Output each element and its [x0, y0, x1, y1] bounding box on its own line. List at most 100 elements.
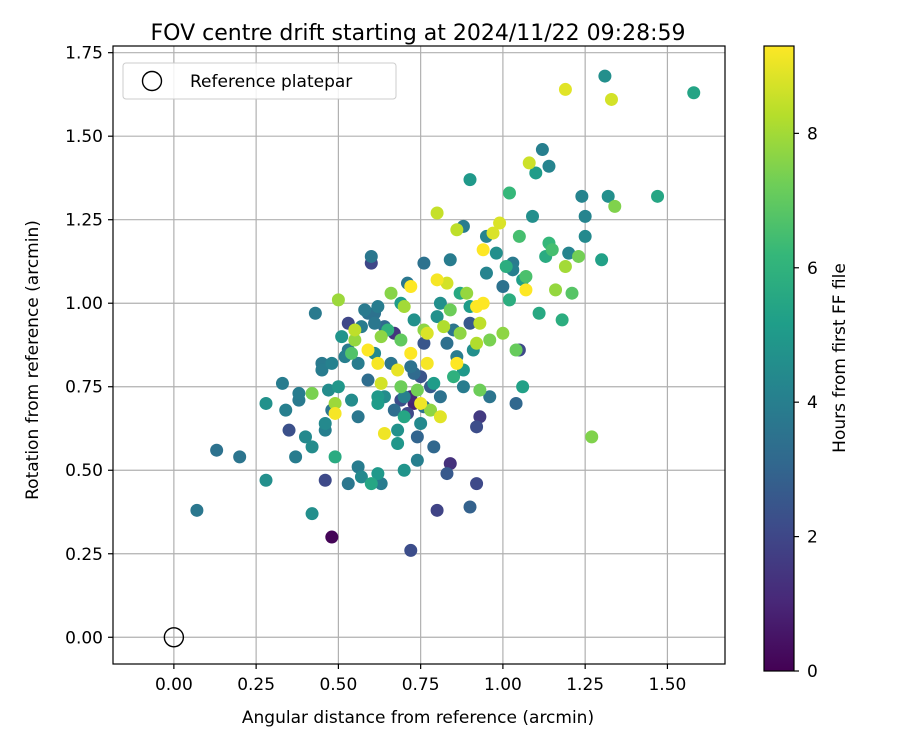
data-point [391, 437, 405, 451]
data-point [575, 189, 589, 203]
data-point [516, 380, 530, 394]
data-point [190, 503, 204, 517]
data-point [259, 396, 273, 410]
data-point [578, 209, 592, 223]
data-point [328, 406, 342, 420]
data-point [424, 403, 438, 417]
data-point [394, 333, 408, 347]
data-point [651, 189, 665, 203]
data-point [420, 356, 434, 370]
y-tick-label: 0.50 [65, 461, 103, 481]
data-point [351, 410, 365, 424]
data-point [443, 253, 457, 267]
data-point [526, 209, 540, 223]
y-tick-label: 0.00 [65, 628, 103, 648]
data-point [463, 500, 477, 514]
data-point [489, 246, 503, 260]
data-point [535, 143, 549, 157]
data-point [410, 453, 424, 467]
data-point [308, 306, 322, 320]
data-point [374, 330, 388, 344]
data-point [361, 343, 375, 357]
data-point [555, 313, 569, 327]
data-point [496, 280, 510, 294]
y-axis-label: Rotation from reference (arcmin) [23, 220, 43, 500]
data-point [565, 286, 579, 300]
data-point [331, 293, 345, 307]
data-point [562, 246, 576, 260]
axes: 0.00 0.25 0.50 0.75 1.00 1.25 1.50 0.00 0.25 0.50… [65, 44, 726, 695]
data-point [345, 393, 359, 407]
x-tick-label: 1.50 [648, 675, 686, 695]
data-point [493, 216, 507, 230]
data-point [377, 427, 391, 441]
legend-marker-reference [141, 70, 163, 92]
data-point [456, 380, 470, 394]
data-point [532, 306, 546, 320]
data-point [453, 326, 467, 340]
data-point [371, 396, 385, 410]
data-point [450, 223, 464, 237]
data-point [427, 376, 441, 390]
data-point [341, 477, 355, 491]
data-point [361, 373, 375, 387]
x-axis-label: Angular distance from reference (arcmin) [242, 708, 594, 728]
data-point [407, 313, 421, 327]
x-tick-label: 0.75 [402, 675, 440, 695]
data-point [529, 166, 543, 180]
data-point [430, 273, 444, 287]
data-point [476, 296, 490, 310]
data-point [545, 243, 559, 257]
data-point [233, 450, 247, 464]
colorbar-gradient [763, 45, 795, 672]
data-point [348, 323, 362, 337]
colorbar-tick-label: 4 [807, 393, 818, 413]
data-point [282, 423, 296, 437]
data-point [687, 86, 701, 100]
data-point [417, 336, 431, 350]
data-point [440, 336, 454, 350]
data-point [348, 333, 362, 347]
data-point [519, 269, 533, 283]
data-point [463, 173, 477, 187]
data-point [391, 423, 405, 437]
data-point [210, 443, 224, 457]
colorbar: 0 2 4 6 8 Hours from first FF file [763, 45, 850, 682]
x-tick-label: 1.00 [484, 675, 522, 695]
data-point [322, 383, 336, 397]
data-point [325, 530, 339, 544]
data-point [473, 316, 487, 330]
data-point [384, 286, 398, 300]
data-point [325, 356, 339, 370]
data-point [440, 467, 454, 481]
data-point [351, 460, 365, 474]
colorbar-ticks: 0 2 4 6 8 [794, 124, 818, 682]
colorbar-label: Hours from first FF file [830, 263, 850, 453]
y-tick-label: 1.25 [65, 211, 103, 231]
data-point [499, 259, 513, 273]
data-point [509, 343, 523, 357]
data-point [512, 229, 526, 243]
colorbar-tick-label: 2 [807, 528, 818, 548]
data-point [328, 396, 342, 410]
grid-lines [113, 46, 725, 664]
data-point [364, 249, 378, 263]
data-point [289, 450, 303, 464]
y-tick-label: 0.25 [65, 545, 103, 565]
data-point [364, 477, 378, 491]
data-point [473, 383, 487, 397]
data-point [345, 346, 359, 360]
data-point [476, 243, 490, 257]
data-point [473, 410, 487, 424]
data-point [404, 360, 418, 374]
y-tick-label: 1.50 [65, 127, 103, 147]
data-point [483, 390, 497, 404]
data-point [608, 199, 622, 213]
data-point [440, 276, 454, 290]
data-point [519, 283, 533, 297]
x-tick-label: 1.25 [566, 675, 604, 695]
data-point [450, 356, 464, 370]
data-point [397, 390, 411, 404]
data-point [374, 376, 388, 390]
